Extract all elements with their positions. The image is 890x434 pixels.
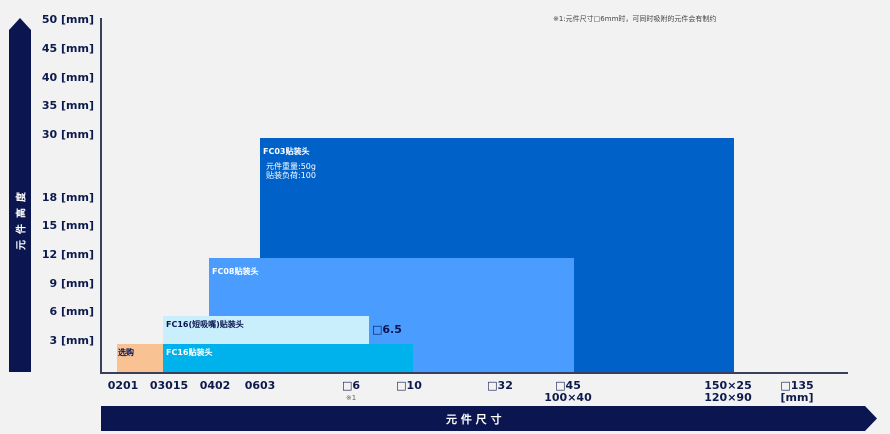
region-option: 选购 [117,344,163,373]
y-axis-title: 元件高度 [16,186,28,250]
footnote: ※1:元件尺寸□6mm时，可同时吸附的元件会有制约 [553,15,717,23]
x-tick: □45 100×40 [544,379,592,404]
x-tick: 150×25 120×90 [704,379,752,404]
y-tick: 3 [mm] [49,334,94,347]
region-fc16: FC16贴装头 [163,344,413,373]
y-tick: 15 [mm] [41,219,94,232]
size-6-5-label: □6.5 [372,323,402,336]
region-fc16-short-title: FC16(短吸嘴)贴装头 [166,320,244,329]
y-tick: 40 [mm] [41,71,94,84]
y-tick: 9 [mm] [49,277,94,290]
region-fc03-load: 贴装负荷:100 [266,171,316,180]
region-fc16-short: FC16(短吸嘴)贴装头 [163,316,369,344]
x-tick: 0402 [199,379,231,392]
x-tick: 03015 [149,379,189,392]
region-option-title: 选购 [118,348,134,357]
region-fc08-title: FC08贴装头 [212,267,259,276]
y-axis-line [100,18,102,374]
x-axis-arrow: 元 件 尺 寸 [101,406,877,431]
x-tick: □6 ※1 [341,379,361,403]
x-tick: □32 [487,379,513,392]
y-tick: 35 [mm] [41,99,94,112]
x-axis-line [100,372,848,374]
y-tick: 45 [mm] [41,42,94,55]
y-tick: 30 [mm] [41,128,94,141]
x-axis-title: 元 件 尺 寸 [446,413,502,426]
y-tick: 50 [mm] [41,13,94,26]
region-fc03-weight: 元件重量:50g [266,162,316,171]
region-fc03-title: FC03贴装头 [263,147,310,156]
region-fc16-title: FC16贴装头 [166,348,213,357]
y-axis-arrow: 元件高度 [9,18,31,372]
x-tick: 0603 [244,379,276,392]
x-tick: 0201 [107,379,139,392]
y-tick: 6 [mm] [49,305,94,318]
x-tick: □135 [mm] [780,379,814,404]
y-tick: 12 [mm] [41,248,94,261]
y-tick: 18 [mm] [41,191,94,204]
x-tick: □10 [396,379,422,392]
